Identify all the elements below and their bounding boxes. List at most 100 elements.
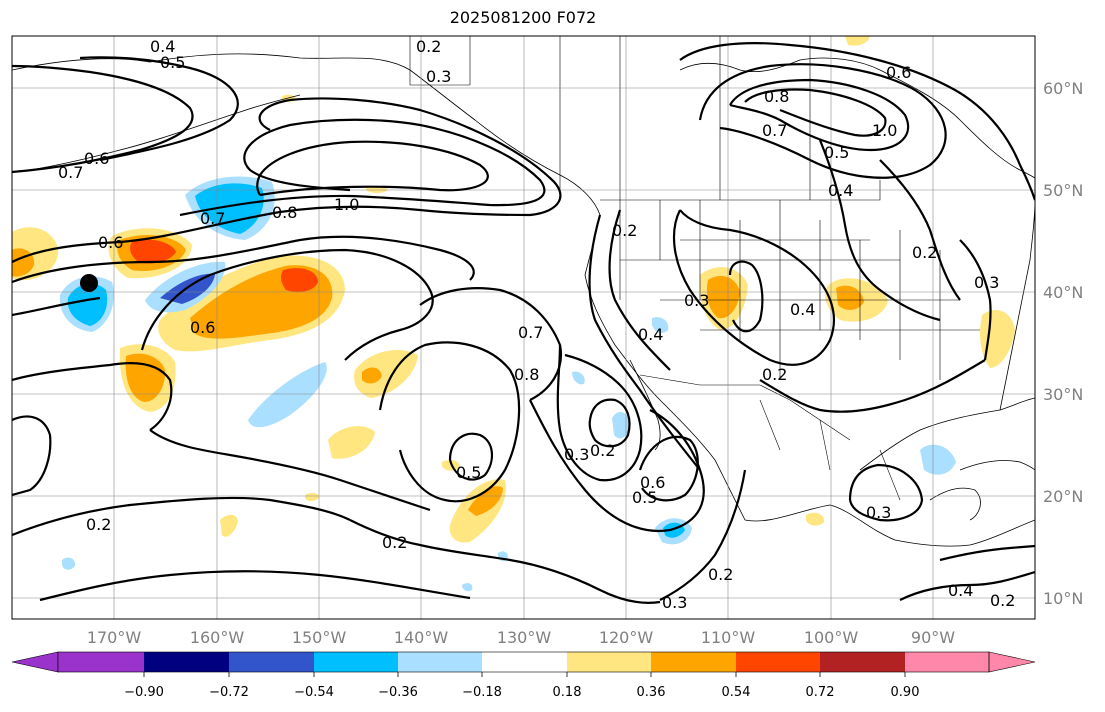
- contour-line: [39, 570, 471, 602]
- positive-anomaly-area: [362, 367, 382, 384]
- positive-anomaly-area: [328, 426, 375, 459]
- contour-line: [744, 88, 887, 137]
- contour-label: 0.5: [456, 463, 481, 482]
- contour-line: [12, 235, 475, 284]
- contour-line: [529, 399, 705, 532]
- mexico-state-lines: [759, 399, 901, 501]
- contour-line: [256, 140, 489, 197]
- contour-label: 0.4: [638, 325, 663, 344]
- contour-line: [419, 287, 563, 401]
- colorbar-swatch: [567, 652, 651, 672]
- contour-line: [848, 463, 924, 522]
- coastline-gulf: [859, 397, 1035, 471]
- lon-tick-label: 150°W: [292, 628, 347, 647]
- lat-tick-label: 10°N: [1043, 589, 1083, 608]
- positive-anomaly-area: [845, 36, 870, 46]
- colorbar-tick-label: −0.72: [209, 685, 249, 700]
- contour-label: 0.2: [912, 243, 937, 262]
- contour-line: [659, 469, 747, 601]
- contour-line: [759, 359, 986, 413]
- contour-line: [588, 214, 701, 471]
- coastline-canada-east: [879, 69, 1035, 179]
- contour-label: 0.2: [708, 565, 733, 584]
- contour-label: 0.8: [514, 365, 539, 384]
- contour-line: [556, 344, 643, 482]
- colorbar-swatch: [144, 652, 229, 672]
- contour-label: 0.6: [886, 63, 911, 82]
- colorbar-tick-label: 0.72: [806, 685, 835, 700]
- contour-label: 0.6: [640, 473, 665, 492]
- positive-anomaly-area: [220, 514, 238, 537]
- lon-tick-label: 90°W: [911, 628, 955, 647]
- contour-line: [179, 118, 546, 217]
- positive-anomaly-area: [980, 310, 1015, 368]
- canada-province-lines: [469, 36, 811, 200]
- contour-label: 0.3: [426, 67, 451, 86]
- contour-label: 0.6: [98, 233, 123, 252]
- lat-tick-label: 40°N: [1043, 283, 1083, 302]
- contour-label: 0.3: [866, 503, 891, 522]
- contour-label: 0.6: [190, 318, 215, 337]
- lon-tick-label: 100°W: [804, 628, 859, 647]
- contour-layer: [12, 42, 1035, 604]
- negative-anomaly-area: [62, 557, 76, 570]
- positive-anomaly-area: [468, 486, 503, 516]
- lon-tick-label: 160°W: [190, 628, 245, 647]
- coastline-layer: [12, 53, 1035, 547]
- state-lines: [619, 200, 980, 380]
- contour-line: [12, 362, 173, 431]
- coastline-alaska: [12, 53, 601, 216]
- contour-label: 0.6: [84, 149, 109, 168]
- contour-label: 0.8: [272, 203, 297, 222]
- contour-line: [12, 415, 52, 497]
- colorbar-ticks: [143, 672, 906, 677]
- contour-label: 0.2: [86, 515, 111, 534]
- contour-label: 0.3: [684, 291, 709, 310]
- contour-label: 0.2: [416, 37, 441, 56]
- colorbar-tick-label: −0.18: [462, 685, 502, 700]
- negative-anomaly-area: [195, 183, 264, 234]
- negative-anomaly-area: [652, 317, 669, 333]
- border-layer: [409, 36, 980, 501]
- lon-tick-label: 140°W: [394, 628, 449, 647]
- contour-line: [728, 260, 764, 333]
- contour-label: 0.3: [662, 593, 687, 612]
- contour-label: 0.5: [160, 53, 185, 72]
- contour-line: [12, 296, 101, 317]
- colorbar-swatch: [229, 652, 314, 672]
- negative-anomaly-area: [248, 362, 327, 428]
- contour-line: [12, 496, 351, 537]
- colorbar-swatch: [736, 652, 820, 672]
- colorbar-tick-label: 0.18: [553, 685, 582, 700]
- negative-anomaly-area: [462, 583, 473, 592]
- colorbar-swatch: [820, 652, 905, 672]
- contour-label: 0.2: [612, 221, 637, 240]
- lon-tick-label: 130°W: [497, 628, 552, 647]
- coastline-mexico: [744, 504, 1035, 547]
- colorbar-tick-label: −0.54: [294, 685, 334, 700]
- contour-label: 0.2: [590, 441, 615, 460]
- contour-label: 0.7: [762, 121, 787, 140]
- colorbar-tick-label: −0.90: [124, 685, 164, 700]
- contour-label: 0.4: [948, 581, 973, 600]
- contour-line: [149, 429, 431, 512]
- map-title: 2025081200 F072: [449, 8, 597, 27]
- contour-line: [899, 570, 1035, 601]
- latitude-axis: 60°N 50°N 40°N 30°N 20°N 10°N: [1043, 79, 1083, 608]
- contour-line: [140, 248, 434, 361]
- contour-line: [12, 64, 194, 174]
- contour-line: [679, 42, 1035, 201]
- lat-tick-label: 30°N: [1043, 385, 1083, 404]
- us-mexico-border: [639, 374, 851, 441]
- coastline-hudson: [679, 57, 881, 73]
- contour-label: 0.2: [382, 533, 407, 552]
- negative-anomaly-area: [67, 283, 108, 326]
- lat-tick-label: 20°N: [1043, 487, 1083, 506]
- coastline-cuba: [959, 460, 1035, 471]
- contour-label: 0.5: [824, 143, 849, 162]
- positive-anomaly-area: [305, 492, 320, 501]
- lon-tick-label: 120°W: [599, 628, 654, 647]
- contour-label: 0.7: [200, 209, 225, 228]
- contour-label: 0.5: [632, 488, 657, 507]
- contour-line: [818, 139, 941, 322]
